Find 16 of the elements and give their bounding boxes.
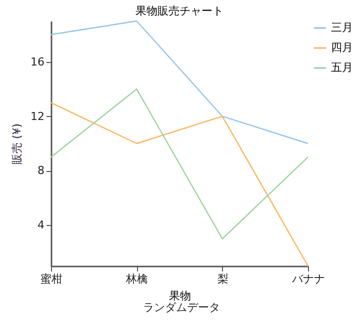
y-tick-label: 16 <box>30 55 44 68</box>
y-tick-label: 4 <box>38 218 44 232</box>
x-tick-label: 林檎 <box>125 272 148 286</box>
legend-label: 三月 <box>331 21 353 34</box>
x-tick-label: 蜜柑 <box>40 272 62 286</box>
legend-label: 五月 <box>331 61 353 74</box>
y-tick-label: 12 <box>30 110 44 123</box>
legend-label: 四月 <box>331 41 353 54</box>
line-series <box>50 20 309 144</box>
x-tick-label: バナナ <box>291 272 325 286</box>
text: ランダムデータ <box>142 301 221 315</box>
y-tick-label: 8 <box>38 164 44 178</box>
x-tick-label: 梨 <box>217 272 228 286</box>
chart-title: 果物販売チャート <box>136 4 224 18</box>
y-axis-title: 販売 (¥) <box>10 123 24 165</box>
x-axis-title: 果物 <box>169 290 191 302</box>
